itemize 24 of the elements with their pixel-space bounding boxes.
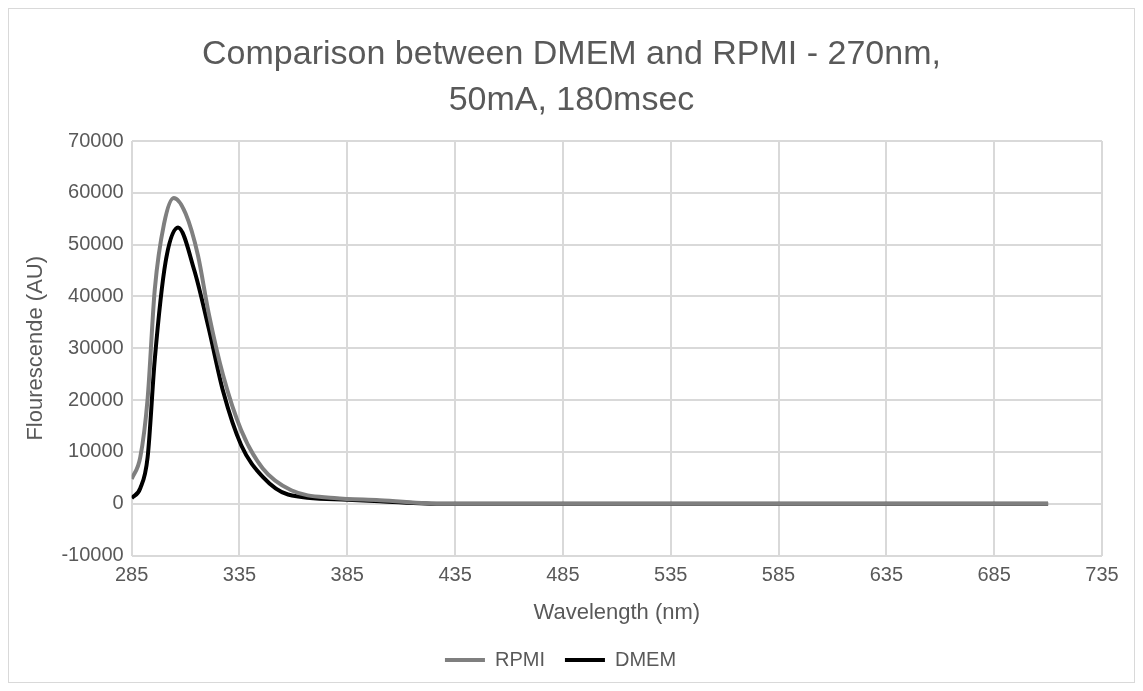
x-tick-label: 285	[114, 563, 149, 586]
x-tick-label: 635	[869, 563, 904, 586]
legend-label: DMEM	[614, 647, 677, 670]
legend-label: RPMI	[494, 647, 545, 670]
x-axis-title: Wavelength (nm)	[533, 598, 701, 624]
y-axis-title: Flourescende (AU)	[22, 255, 48, 441]
x-tick-label: 585	[761, 563, 796, 586]
y-tick-label: 40000	[68, 283, 124, 306]
x-tick-label: 685	[977, 563, 1011, 586]
y-tick-label: 10000	[68, 439, 124, 462]
x-tick-label: 385	[330, 563, 364, 586]
y-tick-label: -10000	[61, 543, 124, 566]
x-tick-label: 335	[222, 563, 257, 586]
y-tick-label: 60000	[68, 180, 124, 203]
y-tick-label: 50000	[68, 232, 124, 255]
y-tick-label: 20000	[68, 387, 124, 410]
x-tick-label: 535	[654, 563, 688, 586]
x-tick-label: 485	[546, 563, 580, 586]
x-tick-label: 735	[1085, 563, 1119, 586]
chart-title: Comparison between DMEM and RPMI - 270nm, 50mA, 180msec	[201, 32, 942, 119]
x-tick-label: 435	[438, 563, 472, 586]
y-tick-label: 0	[112, 491, 124, 514]
y-tick-label: 30000	[68, 335, 124, 358]
y-tick-label: 70000	[68, 128, 124, 151]
